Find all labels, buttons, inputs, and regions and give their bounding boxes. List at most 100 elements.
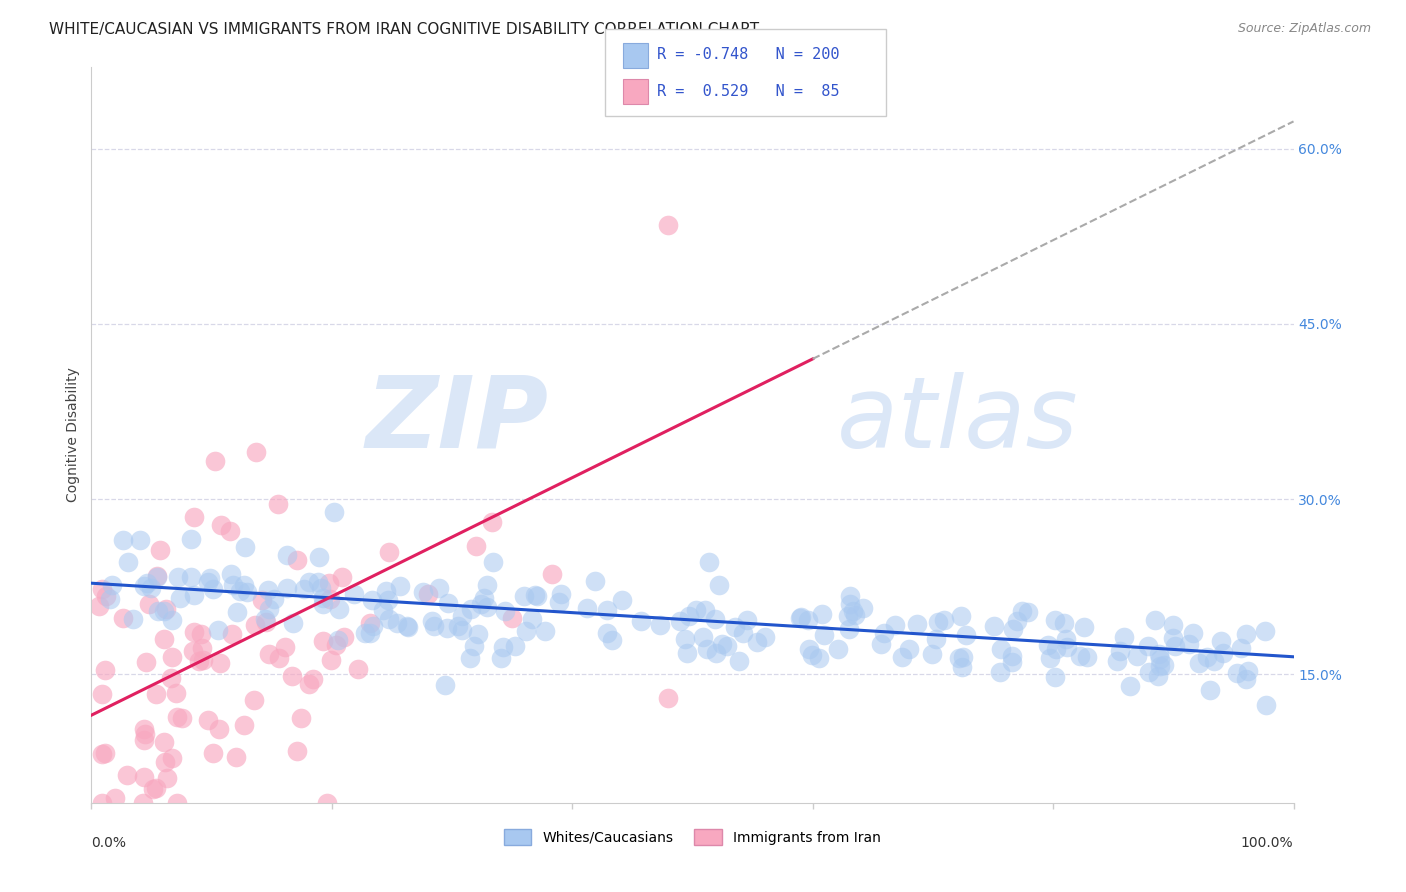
Point [287,744,309,758]
Point [548,594,571,608]
Point [132,722,155,736]
Point [132,579,155,593]
Point [1254,698,1277,712]
Point [169,591,191,605]
Text: 100.0%: 100.0% [1241,836,1294,850]
Point [988,665,1011,679]
Point [1234,672,1257,686]
Point [219,524,242,539]
Point [1056,640,1078,654]
Point [827,642,849,657]
Point [950,609,973,624]
Point [222,578,245,592]
Point [166,710,188,724]
Point [263,591,285,606]
Point [1149,652,1171,666]
Point [307,574,329,589]
Point [342,586,364,600]
Point [797,613,820,627]
Point [489,651,512,665]
Point [165,686,187,700]
Point [1253,624,1275,638]
Point [197,713,219,727]
Point [669,614,692,628]
Point [1163,639,1185,653]
Point [156,771,179,785]
Point [1112,630,1135,644]
Point [145,687,167,701]
Point [180,570,202,584]
Point [704,646,727,660]
Point [276,549,298,563]
Point [187,654,209,668]
Point [96,589,118,603]
Point [630,614,652,628]
Point [600,633,623,648]
Point [921,648,943,662]
Point [1163,631,1185,645]
Point [727,654,749,668]
Point [1195,650,1218,665]
Point [146,604,169,618]
Point [948,651,970,665]
Legend: Whites/Caucasians, Immigrants from Iran: Whites/Caucasians, Immigrants from Iran [498,823,887,851]
Point [145,569,167,583]
Point [709,578,731,592]
Point [524,588,547,602]
Point [797,641,820,656]
Point [225,750,247,764]
Point [1017,605,1039,619]
Point [198,571,221,585]
Point [695,603,717,617]
Point [1199,682,1222,697]
Point [323,505,346,519]
Point [98,591,121,606]
Point [254,612,277,626]
Point [501,611,523,625]
Point [319,653,342,667]
Point [361,592,384,607]
Point [1001,655,1024,669]
Point [332,570,354,584]
Point [208,656,231,670]
Point [433,678,456,692]
Point [873,626,896,640]
Point [245,617,267,632]
Point [696,642,718,657]
Point [134,727,156,741]
Point [354,626,377,640]
Point [259,602,281,616]
Point [378,545,401,559]
Point [232,718,254,732]
Point [838,622,860,636]
Point [172,710,194,724]
Point [180,532,202,546]
Point [460,602,482,616]
Point [932,613,955,627]
Point [359,625,381,640]
Point [1073,620,1095,634]
Point [90,687,112,701]
Point [153,632,176,647]
Point [1234,627,1257,641]
Point [1119,679,1142,693]
Point [183,510,205,524]
Point [436,621,458,635]
Point [396,619,419,633]
Point [927,615,949,629]
Point [838,597,860,611]
Point [377,612,399,626]
Point [515,624,537,639]
Point [326,632,349,647]
Point [1137,639,1160,653]
Point [1226,665,1249,680]
Point [221,626,243,640]
Point [657,218,679,232]
Point [520,612,543,626]
Point [458,651,481,665]
Point [290,710,312,724]
Point [153,755,176,769]
Point [160,672,183,686]
Point [1230,641,1253,656]
Point [898,641,921,656]
